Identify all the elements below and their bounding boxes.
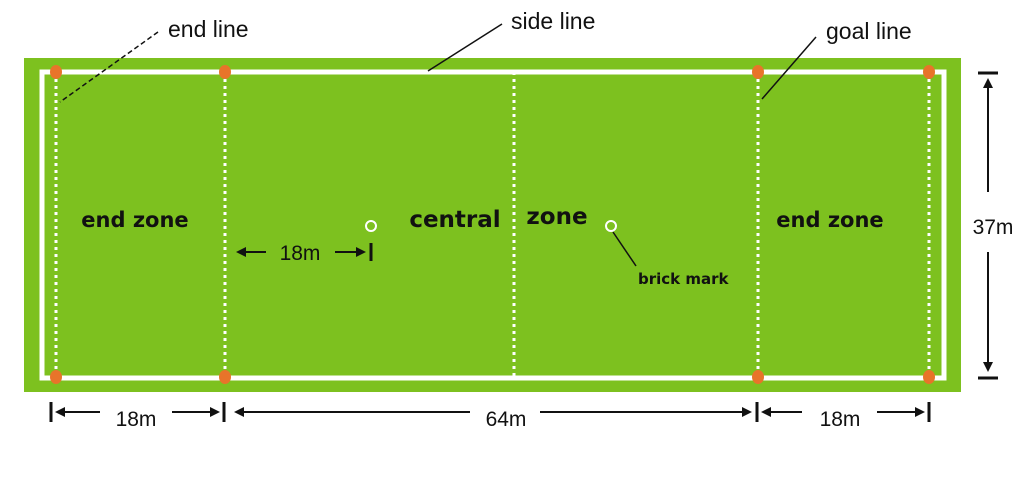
arrow-right-icon <box>210 407 220 417</box>
brick-distance-dimension <box>236 243 373 261</box>
end-zone-left-label: end zone <box>81 208 188 232</box>
end-zone-right-length: 18m <box>820 408 861 431</box>
side-line-leader <box>427 23 503 72</box>
arrow-left-icon <box>234 407 244 417</box>
brick-mark-label: brick mark <box>638 270 730 288</box>
end-zone-right-label: end zone <box>776 208 883 232</box>
brick-mark-leader <box>612 231 637 267</box>
arrow-up-icon <box>983 78 993 88</box>
end-line-label: end line <box>168 16 249 42</box>
width-dimension <box>978 71 998 380</box>
field-width-label: 37m <box>973 216 1014 239</box>
cone-icon <box>50 370 62 384</box>
goal-line-leader <box>761 36 817 100</box>
cone-icon <box>923 65 935 79</box>
end-line-leader <box>59 31 159 103</box>
goal-line-label: goal line <box>826 18 912 44</box>
field-surface <box>24 58 961 392</box>
cone-icon <box>752 370 764 384</box>
cone-icon <box>923 370 935 384</box>
arrow-right-icon <box>742 407 752 417</box>
central-zone-length: 64m <box>486 408 527 431</box>
brick-mark-left-icon <box>365 220 377 232</box>
cone-icon <box>219 65 231 79</box>
cone-icon <box>752 65 764 79</box>
bottom-dimensions <box>49 402 931 422</box>
end-zone-left-length: 18m <box>116 408 157 431</box>
cone-icon <box>50 65 62 79</box>
central-zone-label-part2: zone <box>526 204 587 230</box>
brick-distance-label: 18m <box>280 242 321 265</box>
arrow-left-icon <box>236 247 246 257</box>
brick-mark-right-icon <box>605 220 617 232</box>
cone-icon <box>219 370 231 384</box>
central-zone-label-part1: central <box>409 207 500 233</box>
arrow-right-icon <box>356 247 366 257</box>
field-boundary-line <box>39 69 947 381</box>
arrow-down-icon <box>983 362 993 372</box>
arrow-right-icon <box>915 407 925 417</box>
cones <box>50 65 935 384</box>
side-line-label: side line <box>511 8 595 34</box>
